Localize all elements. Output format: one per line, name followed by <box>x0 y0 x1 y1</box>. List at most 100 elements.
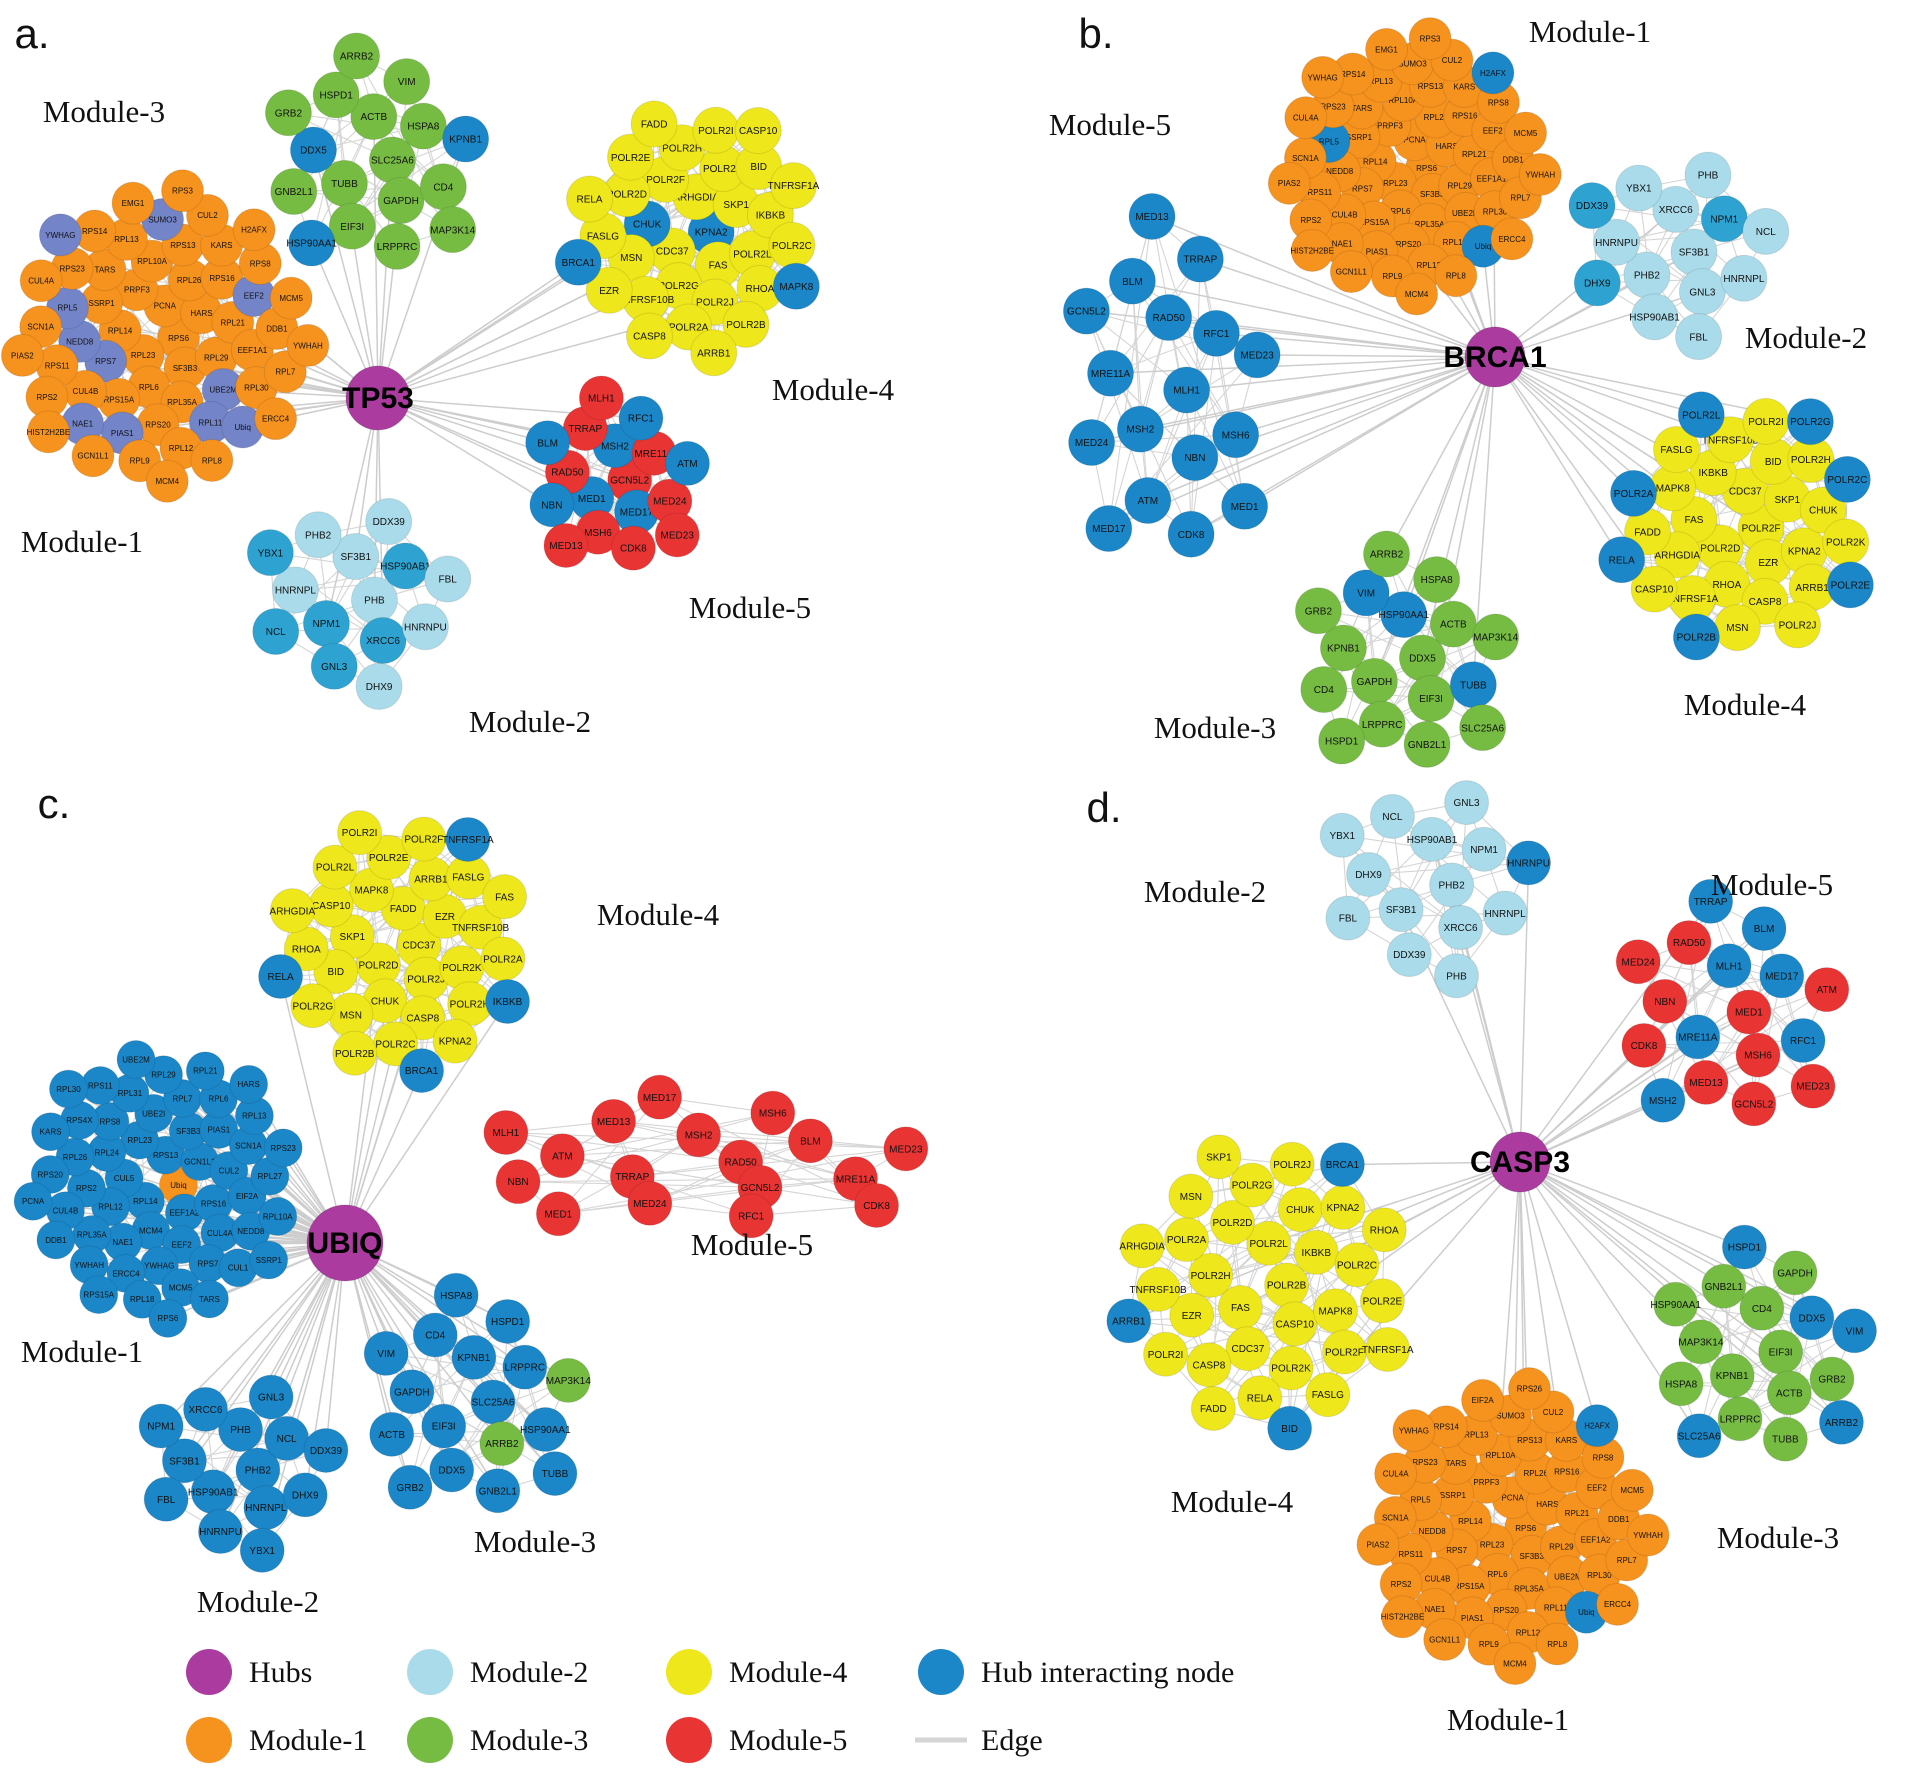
edge <box>1688 942 1827 991</box>
hub-label: CASP3 <box>1470 1146 1570 1179</box>
gene-node <box>1615 939 1661 985</box>
gene-node-label: IKBKB <box>756 211 786 222</box>
gene-node-label: RPS3 <box>172 187 193 196</box>
gene-node-label: KPNB1 <box>449 135 482 146</box>
gene-node-label: RHOA <box>1712 580 1741 591</box>
gene-node <box>289 126 337 174</box>
gene-node <box>1621 1022 1667 1068</box>
gene-node <box>1268 1345 1314 1391</box>
gene-node <box>328 202 376 250</box>
gene-node-label: RAD50 <box>725 1158 758 1169</box>
hub-edge <box>1108 356 1496 530</box>
gene-node-label: KARS <box>211 241 233 250</box>
gene-node <box>1293 1229 1339 1275</box>
module-label-module-3: Module-3 <box>474 1524 596 1559</box>
gene-node-label: RPS2 <box>76 1184 97 1193</box>
gene-node <box>31 1112 71 1152</box>
gene-node-label: CUL4B <box>1425 1574 1451 1583</box>
hub-edge <box>1200 258 1496 358</box>
gene-node <box>1684 151 1732 199</box>
gene-node <box>1683 1059 1729 1105</box>
gene-node <box>1631 293 1679 341</box>
edge <box>558 1178 856 1215</box>
gene-node-label: RPL9 <box>1382 272 1403 281</box>
gene-node-label: MSN <box>340 1011 362 1022</box>
gene-node <box>554 238 602 286</box>
gene-node <box>359 616 407 664</box>
hub-edge <box>1494 356 1635 494</box>
gene-node-label: RPL10A <box>137 257 167 266</box>
gene-node <box>1225 1326 1271 1372</box>
gene-node-label: POLR2G <box>658 281 699 292</box>
edge <box>1431 839 1458 976</box>
gene-node <box>271 566 319 614</box>
gene-node-label: EIF2A <box>236 1192 259 1201</box>
hub-edge <box>344 1242 499 1492</box>
gene-node <box>690 329 738 377</box>
gene-node <box>1087 349 1135 397</box>
gene-node-label: NPM1 <box>147 1422 175 1433</box>
gene-node-label: SCN1A <box>1292 154 1319 163</box>
gene-node-label: HSPD1 <box>491 1317 525 1328</box>
gene-node <box>1573 259 1621 307</box>
gene-node-label: EEF1A1 <box>1477 175 1507 184</box>
gene-node-label: MAPK8 <box>779 282 813 293</box>
gene-node-label: RELA <box>1247 1393 1273 1404</box>
hub-node-BRCA1 <box>1464 326 1526 388</box>
gene-node <box>495 1159 541 1205</box>
hub-edge <box>344 1001 509 1244</box>
gene-node-label: DHX9 <box>1355 870 1382 881</box>
gene-node-label: CUL2 <box>1442 56 1463 65</box>
gene-node-label: YWHAH <box>293 341 323 350</box>
gene-node-label: DDB1 <box>1608 1515 1630 1524</box>
gene-node-label: RPL8 <box>202 456 223 465</box>
edge <box>518 1178 856 1183</box>
gene-node-label: RPL26 <box>177 276 202 285</box>
gene-node <box>424 555 472 603</box>
hub-edge <box>1132 280 1496 358</box>
gene-node-label: FADD <box>1200 1404 1227 1415</box>
gene-node <box>111 181 155 225</box>
module-label-module-2: Module-2 <box>1745 320 1867 355</box>
gene-node <box>1381 1595 1425 1639</box>
hub-node-UBIQ <box>306 1204 384 1282</box>
gene-node-label: POLR2F <box>1742 524 1781 535</box>
gene-node-label: POLR2J <box>696 298 734 309</box>
gene-node-label: H2AFX <box>1584 1421 1610 1430</box>
gene-node-label: POLR2H <box>662 143 702 154</box>
gene-node-label: RPS8 <box>99 1117 120 1126</box>
gene-node-label: RPS2 <box>36 393 57 402</box>
gene-node-label: POLR2H <box>450 999 490 1010</box>
gene-node-label: KARS <box>1453 82 1475 91</box>
gene-node <box>787 1118 833 1164</box>
edge <box>1341 834 1461 928</box>
gene-node-label: MLH1 <box>1173 386 1200 397</box>
gene-node <box>458 904 504 950</box>
hub-edge <box>344 944 420 1244</box>
edge <box>517 1096 660 1183</box>
gene-node-label: POLR2L <box>1682 410 1721 421</box>
gene-node-label: EEF1A2 <box>169 1209 199 1218</box>
gene-node-label: RPS23 <box>1412 1458 1438 1467</box>
gene-node-label: CHUK <box>1286 1205 1315 1216</box>
hub-edge <box>1268 1161 1521 1244</box>
gene-node-label: RPL13 <box>1369 77 1394 86</box>
gene-node-label: YWHAG <box>45 231 75 240</box>
gene-node-label: CD4 <box>1752 1304 1772 1315</box>
edge <box>1085 310 1149 501</box>
gene-node-label: MRE11A <box>836 1174 876 1185</box>
gene-node <box>1358 700 1406 748</box>
gene-node <box>1675 1014 1721 1060</box>
gene-node-label: MAPK8 <box>1656 483 1690 494</box>
gene-node-label: CD4 <box>433 182 453 193</box>
gene-node-label: RPL12 <box>98 1203 123 1212</box>
gene-node-label: CASP8 <box>633 332 666 343</box>
gene-node-label: RPS11 <box>88 1081 113 1090</box>
gene-node-label: CASP10 <box>312 901 351 912</box>
gene-node-label: GNL3 <box>1454 798 1481 809</box>
gene-node-label: CDK8 <box>863 1201 890 1212</box>
gene-node-label: HSPD1 <box>319 90 353 101</box>
gene-node-label: MED24 <box>1075 438 1109 449</box>
gene-node <box>381 542 429 590</box>
gene-node-label: DDX5 <box>438 1466 465 1477</box>
